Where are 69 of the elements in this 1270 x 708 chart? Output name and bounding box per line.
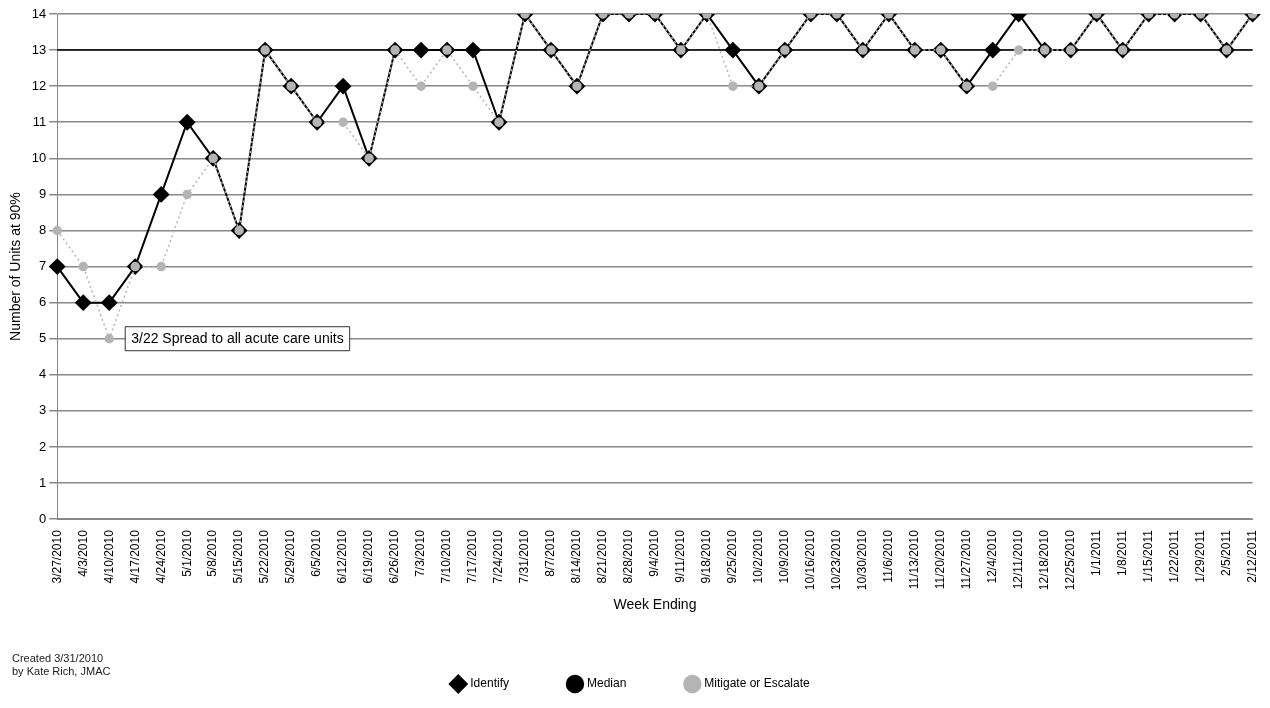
x-tick-label: 11/27/2010 — [959, 529, 974, 590]
x-tick-label: 11/13/2010 — [907, 529, 922, 590]
x-tick-label: 12/11/2010 — [1011, 529, 1026, 590]
x-tick-label: 6/5/2010 — [309, 529, 324, 577]
y-tick-label: 7 — [39, 258, 47, 274]
x-tick-label: 4/17/2010 — [127, 529, 142, 584]
y-tick-label: 11 — [32, 113, 47, 129]
x-tick-label: 11/20/2010 — [933, 529, 948, 590]
y-tick-label: 6 — [39, 294, 47, 310]
x-tick-label: 5/15/2010 — [231, 529, 246, 584]
y-tick-label: 3 — [39, 402, 47, 418]
y-tick-label: 5 — [39, 330, 47, 346]
x-tick-label: 10/23/2010 — [829, 529, 844, 591]
x-tick-label: 10/2/2010 — [751, 529, 766, 584]
x-tick-label: 5/1/2010 — [179, 529, 194, 577]
x-tick-label: 3/27/2010 — [49, 529, 64, 584]
x-tick-label: 11/6/2010 — [881, 529, 896, 583]
x-tick-label: 7/3/2010 — [413, 529, 428, 577]
x-tick-label: 9/11/2010 — [673, 529, 688, 583]
x-axis-title: Week Ending — [613, 596, 697, 613]
x-tick-label: 6/19/2010 — [361, 529, 376, 584]
text: Created 3/31/2010 by Kate Rich, JMAC — [12, 652, 111, 678]
y-tick-label: 13 — [31, 41, 47, 57]
x-tick-label: 1/15/2011 — [1140, 529, 1155, 583]
x-tick-label: 9/4/2010 — [647, 529, 662, 577]
x-tick-label: 9/18/2010 — [699, 529, 714, 584]
x-tick-label: 4/3/2010 — [75, 529, 90, 577]
x-tick-label: 8/28/2010 — [621, 529, 636, 584]
annotation: 3/22 Spread to all acute care units — [131, 329, 344, 346]
x-tick-label: 6/26/2010 — [387, 529, 402, 584]
x-tick-label: 12/4/2010 — [985, 529, 1000, 584]
x-tick-label: 7/31/2010 — [517, 529, 532, 584]
y-tick-label: 2 — [39, 438, 47, 454]
x-tick-label: 1/1/2011 — [1089, 529, 1103, 576]
x-tick-label: 1/29/2011 — [1192, 529, 1207, 583]
x-tick-label: 5/8/2010 — [205, 529, 220, 577]
x-tick-label: 10/16/2010 — [803, 529, 818, 591]
y-tick-label: 9 — [39, 185, 47, 201]
x-tick-label: 6/12/2010 — [335, 529, 350, 584]
x-tick-label: 8/14/2010 — [569, 529, 584, 584]
x-tick-label: 1/8/2011 — [1114, 529, 1129, 576]
x-tick-label: 4/24/2010 — [153, 529, 168, 584]
x-tick-label: 8/7/2010 — [543, 529, 558, 577]
legend-label: Identify — [470, 676, 509, 691]
x-tick-label: 7/10/2010 — [439, 529, 454, 584]
x-tick-label: 5/29/2010 — [283, 529, 298, 584]
x-tick-label: 12/18/2010 — [1037, 529, 1052, 591]
x-tick-label: 8/21/2010 — [595, 529, 610, 584]
x-tick-label: 9/25/2010 — [725, 529, 740, 584]
x-tick-label: 7/17/2010 — [465, 529, 480, 584]
y-tick-label: 12 — [31, 77, 47, 93]
x-tick-label: 5/22/2010 — [257, 529, 272, 584]
x-tick-label: 7/24/2010 — [491, 529, 506, 584]
y-tick-label: 14 — [31, 5, 47, 21]
y-tick-label: 10 — [31, 149, 47, 165]
y-tick-label: 0 — [39, 510, 47, 526]
x-tick-label: 10/30/2010 — [855, 529, 870, 591]
x-tick-label: 2/12/2011 — [1244, 529, 1259, 583]
x-tick-label: 4/10/2010 — [101, 529, 116, 584]
legend-label: Mitigate or Escalate — [704, 676, 811, 691]
y-tick-label: 8 — [39, 222, 47, 238]
x-tick-label: 12/25/2010 — [1063, 529, 1078, 591]
legend-label: Median — [586, 676, 627, 691]
y-tick-label: 4 — [39, 366, 47, 382]
x-tick-label: 2/5/2011 — [1218, 529, 1233, 576]
x-tick-label: 10/9/2010 — [777, 529, 792, 584]
y-axis-title: Number of Units at 90% — [7, 192, 24, 341]
y-tick-label: 1 — [39, 474, 47, 490]
x-tick-label: 1/22/2011 — [1166, 529, 1181, 583]
